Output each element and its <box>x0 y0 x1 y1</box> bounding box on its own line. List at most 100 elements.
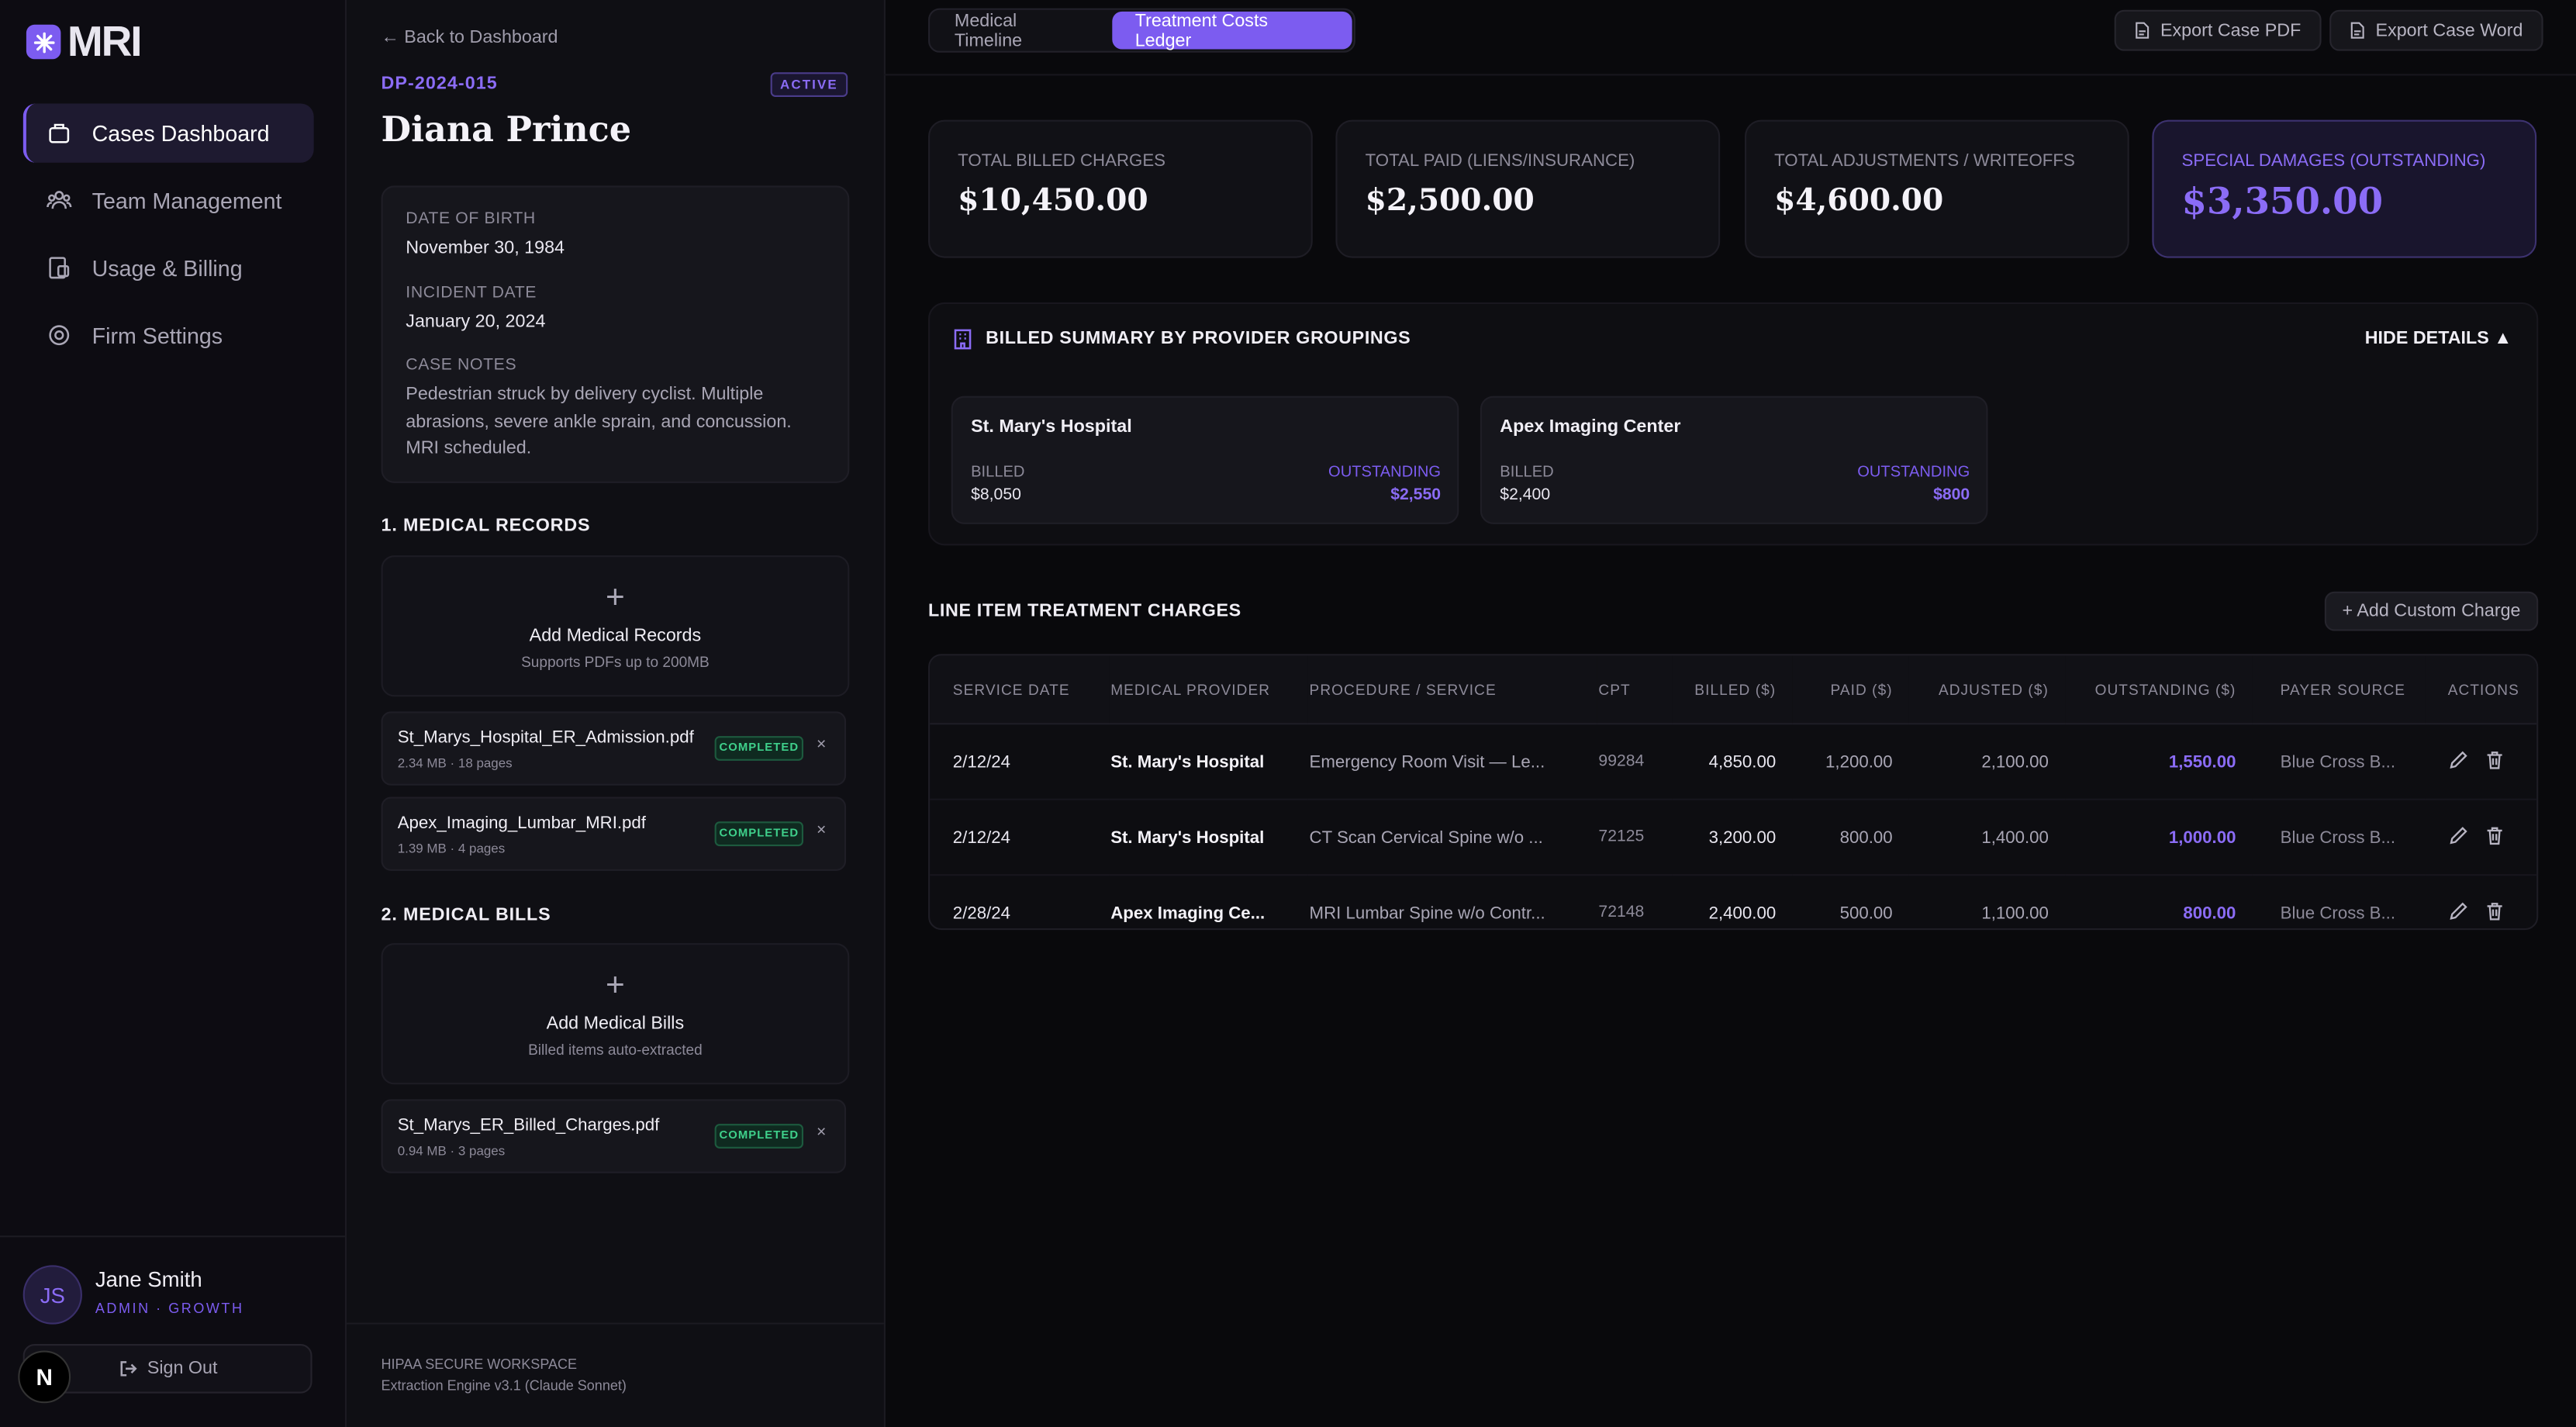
table-row: 2/28/24 Apex Imaging Ce... MRI Lumbar Spin… <box>930 875 2536 928</box>
back-link[interactable]: ← Back to Dashboard <box>381 28 558 48</box>
provider-card: St. Mary's Hospital BILLED $8,050 OUTSTANDI… <box>951 396 1459 524</box>
tabs: Medical Timeline Treatment Costs Ledger <box>928 8 1355 53</box>
file-name: St_Marys_ER_Billed_Charges.pdf <box>397 1115 660 1135</box>
outstanding-value: $2,550 <box>1390 486 1442 505</box>
table-cell: Blue Cross B... <box>2252 799 2426 876</box>
avatar: JS <box>22 1265 82 1325</box>
sidebar: MRI Cases Dashboard Team Management Usage … <box>0 0 347 1427</box>
logo-icon <box>26 24 61 60</box>
top-bar <box>883 0 2576 76</box>
outstanding-label: OUTSTANDING <box>1857 463 1970 482</box>
divider <box>347 1322 884 1325</box>
nav: Cases Dashboard Team Management Usage & Bi… <box>22 103 314 372</box>
nav-item[interactable]: Firm Settings <box>23 306 314 365</box>
case-id: DP-2024-015 <box>381 74 498 94</box>
dev-indicator[interactable]: N <box>18 1350 71 1404</box>
table-cell: 4,850.00 <box>1672 724 1793 800</box>
delete-button[interactable] <box>2484 900 2505 926</box>
column-header: CPT <box>1597 655 1673 725</box>
export-label: Export Case PDF <box>2160 20 2301 40</box>
card-label: TOTAL BILLED CHARGES <box>958 150 1166 171</box>
detail-value: November 30, 1984 <box>406 238 565 258</box>
file-status: COMPLETED <box>714 821 804 847</box>
remove-file[interactable]: × <box>816 736 827 755</box>
actions-cell <box>2425 724 2537 800</box>
table-cell: 2/12/24 <box>930 799 1110 876</box>
upload-title: Add Medical Records <box>529 626 702 646</box>
nav-label: Cases Dashboard <box>92 120 270 146</box>
delete-button[interactable] <box>2484 748 2505 775</box>
table-cell: 3,200.00 <box>1672 799 1793 876</box>
table-cell: Blue Cross B... <box>2252 724 2426 800</box>
table-cell: 2/28/24 <box>952 903 1011 923</box>
actions <box>2448 824 2536 850</box>
logo: MRI <box>26 16 143 67</box>
footer-line: Extraction Engine v3.1 (Claude Sonnet) <box>381 1377 627 1394</box>
edit-button[interactable] <box>2448 748 2470 775</box>
actions-cell <box>2425 875 2536 928</box>
provider-name: Apex Imaging Center <box>1500 417 1681 437</box>
card-label: SPECIAL DAMAGES (OUTSTANDING) <box>2181 150 2486 171</box>
export-word-button[interactable]: Export Case Word <box>2329 9 2543 51</box>
outstanding-label: OUTSTANDING <box>1328 463 1442 482</box>
detail-label: DATE OF BIRTH <box>406 210 536 229</box>
file-status: COMPLETED <box>714 736 804 761</box>
actions <box>2448 900 2536 926</box>
tab-active[interactable]: Treatment Costs Ledger <box>1112 11 1352 50</box>
column-header: OUTSTANDING ($) <box>2065 655 2253 725</box>
table-cell: St. Mary's Hospital <box>1109 799 1308 876</box>
case-panel: ← Back to Dashboard DP-2024-015 ACTIVE D… <box>347 0 886 1427</box>
remove-file[interactable]: × <box>816 1124 827 1142</box>
add-custom-charge-button[interactable]: + Add Custom Charge <box>2324 591 2539 631</box>
column-header: PROCEDURE / SERVICE <box>1307 655 1597 725</box>
line-items-table: SERVICE DATE MEDICAL PROVIDER PROCEDURE / … <box>928 654 2539 931</box>
summary-card: TOTAL BILLED CHARGES $10,450.00 <box>928 119 1313 258</box>
card-value: $10,450.00 <box>958 184 1148 219</box>
table-body: 2/12/24 St. Mary's Hospital Emergency Room… <box>930 724 2537 928</box>
upload-records[interactable]: + Add Medical Records Supports PDFs up t… <box>381 555 850 697</box>
remove-file[interactable]: × <box>816 821 827 840</box>
upload-title: Add Medical Bills <box>546 1014 685 1034</box>
billed-label: BILLED <box>971 463 1025 482</box>
tab[interactable]: Medical Timeline <box>954 10 1023 50</box>
footer-line: HIPAA SECURE WORKSPACE <box>381 1355 578 1373</box>
file-name: St_Marys_Hospital_ER_Admission.pdf <box>397 727 694 748</box>
case-details: DATE OF BIRTH November 30, 1984 INCIDENT D… <box>381 185 850 483</box>
table-cell: 1,000.00 <box>2065 799 2253 876</box>
column-header: ACTIONS <box>2425 655 2537 725</box>
table: SERVICE DATE MEDICAL PROVIDER PROCEDURE / … <box>930 655 2537 928</box>
nav-item[interactable]: Team Management <box>23 171 314 230</box>
detail-label: INCIDENT DATE <box>406 283 537 302</box>
card-label: TOTAL PAID (LIENS/INSURANCE) <box>1365 150 1635 171</box>
table-cell: 2/12/24 <box>930 724 1110 800</box>
edit-button[interactable] <box>2448 900 2470 926</box>
delete-button[interactable] <box>2484 824 2505 850</box>
file-meta: 2.34 MB · 18 pages <box>397 755 513 771</box>
edit-button[interactable] <box>2448 824 2470 850</box>
table-cell: 800.00 <box>2183 903 2236 923</box>
hide-details-toggle[interactable]: HIDE DETAILS ▲ <box>2364 328 2512 349</box>
table-cell: St. Mary's Hospital <box>1109 724 1308 800</box>
column-header: SERVICE DATE <box>930 655 1110 725</box>
nav-item[interactable]: Usage & Billing <box>23 238 314 297</box>
table-cell: 800.00 <box>1792 799 1909 876</box>
nav-item[interactable]: Cases Dashboard <box>22 103 314 163</box>
table-cell: MRI Lumbar Spine w/o Contr... <box>1309 903 1545 923</box>
table-cell: 72148 <box>1598 904 1645 922</box>
plus-icon: + <box>606 967 625 1004</box>
line-items-title: LINE ITEM TREATMENT CHARGES <box>928 601 1241 621</box>
summary-card: TOTAL PAID (LIENS/INSURANCE) $2,500.00 <box>1335 119 1721 258</box>
export-pdf-button[interactable]: Export Case PDF <box>2114 9 2321 51</box>
provider-name: St. Mary's Hospital <box>971 417 1132 437</box>
user-name: Jane Smith <box>95 1266 202 1292</box>
table-cell: Emergency Room Visit — Le... <box>1307 724 1597 800</box>
column-header: ADJUSTED ($) <box>1908 655 2066 725</box>
column-header: BILLED ($) <box>1672 655 1793 725</box>
table-cell: Blue Cross B... <box>2280 903 2396 923</box>
sign-out-button[interactable]: Sign Out <box>22 1344 313 1394</box>
upload-bills[interactable]: + Add Medical Bills Billed items auto-ex… <box>381 943 850 1085</box>
table-cell: 2,400.00 <box>1708 903 1777 923</box>
nav-label: Usage & Billing <box>92 255 243 281</box>
